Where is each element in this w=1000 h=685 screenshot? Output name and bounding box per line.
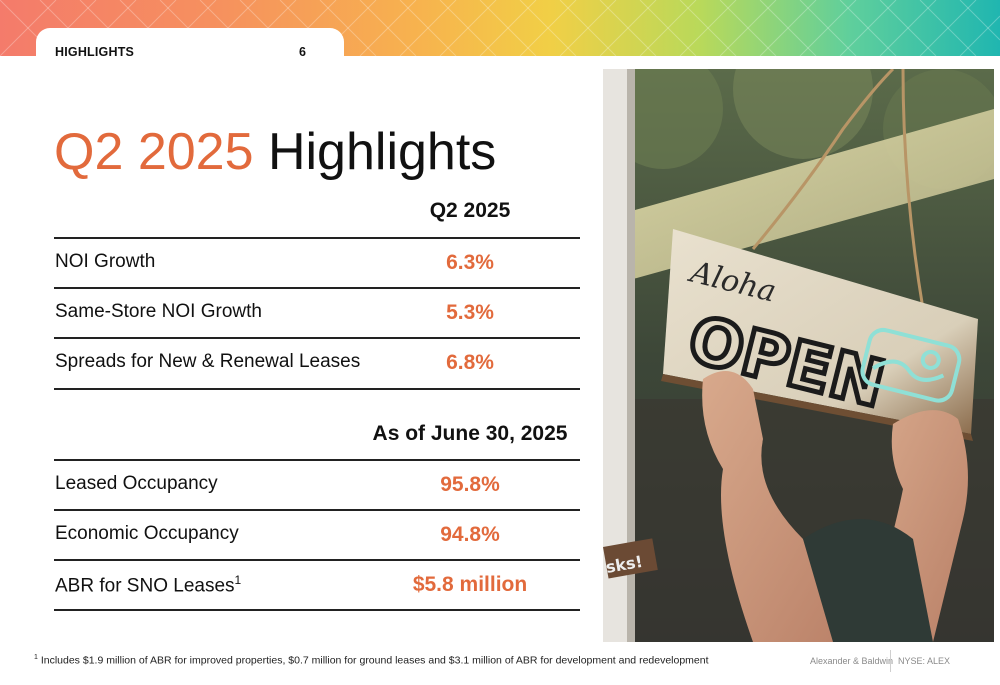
table-divider — [54, 237, 580, 239]
metric-value-leased-occupancy: 95.8% — [440, 473, 500, 496]
footer-separator — [890, 650, 891, 672]
title-rest: Highlights — [253, 123, 497, 181]
table-divider — [54, 388, 580, 390]
footnote-text: Includes $1.9 million of ABR for improve… — [37, 654, 709, 667]
page-title: Q2 2025 Highlights — [54, 122, 496, 182]
metric-label-leased-occupancy: Leased Occupancy — [55, 473, 218, 494]
footnote-number: 1 — [34, 654, 38, 661]
title-accent: Q2 2025 — [54, 123, 254, 181]
table-divider — [54, 559, 580, 561]
table-divider — [54, 337, 580, 339]
photo-illustration: Aloha OPEN sks! — [603, 69, 994, 642]
footnote: 1 Includes $1.9 million of ABR for impro… — [34, 654, 709, 667]
metric-label-economic-occupancy: Economic Occupancy — [55, 523, 239, 544]
wave-sign-icon — [860, 327, 962, 403]
table-divider — [54, 287, 580, 289]
quarter-column-header: Q2 2025 — [429, 199, 511, 222]
metric-label-lease-spreads: Spreads for New & Renewal Leases — [55, 351, 361, 372]
page-number: 6 — [299, 45, 306, 59]
metric-label-same-store-noi: Same-Store NOI Growth — [55, 301, 262, 322]
table-divider — [54, 459, 580, 461]
asof-column-header: As of June 30, 2025 — [372, 422, 568, 445]
metric-label-abr-sno: ABR for SNO Leases1 — [55, 573, 241, 597]
metric-value-same-store-noi: 5.3% — [446, 301, 494, 324]
metric-value-noi-growth: 6.3% — [446, 251, 494, 274]
metric-label-noi-growth: NOI Growth — [55, 251, 156, 272]
table-divider — [54, 509, 580, 511]
metric-value-economic-occupancy: 94.8% — [440, 523, 500, 546]
footer-brand: Alexander & Baldwin — [810, 656, 894, 666]
header-tab — [36, 28, 344, 68]
abr-label-text: ABR for SNO Leases — [55, 575, 235, 597]
table-divider — [54, 609, 580, 611]
metric-value-abr-sno: $5.8 million — [412, 573, 528, 596]
footnote-marker: 1 — [234, 573, 242, 587]
open-sign-photo: Aloha OPEN sks! — [603, 69, 994, 642]
metric-value-lease-spreads: 6.8% — [446, 351, 494, 374]
footer-ticker: NYSE: ALEX — [898, 656, 951, 666]
section-label: HIGHLIGHTS — [55, 45, 135, 59]
